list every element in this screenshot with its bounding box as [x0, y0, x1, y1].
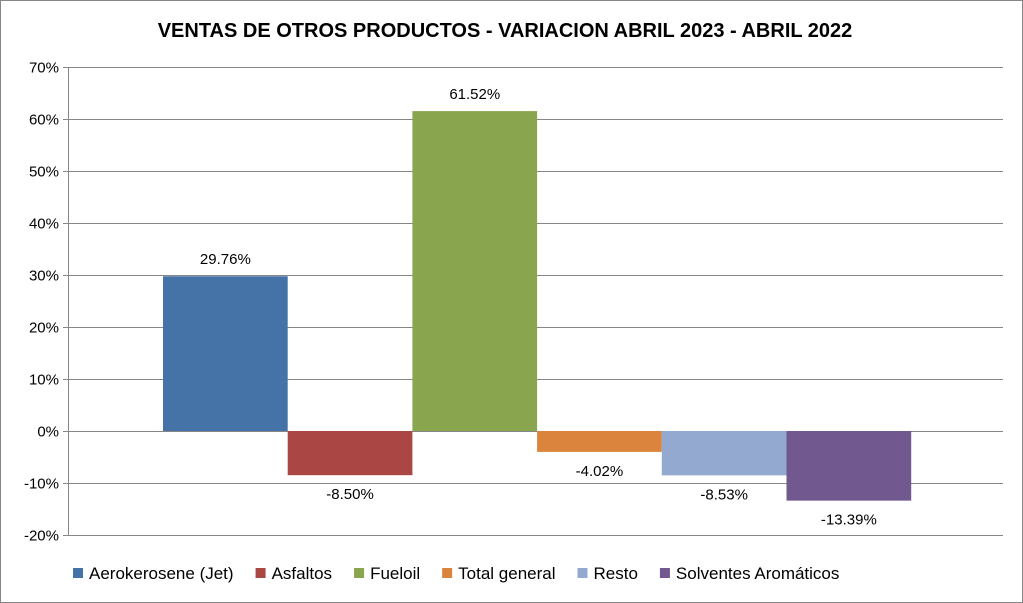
bars	[163, 111, 912, 501]
bar	[661, 431, 787, 476]
data-label: -13.39%	[821, 512, 877, 529]
data-label: -8.53%	[700, 486, 748, 503]
chart-title: VENTAS DE OTROS PRODUCTOS - VARIACION AB…	[158, 20, 853, 42]
y-tick-label: 10%	[29, 372, 59, 389]
legend-label: Solventes Aromáticos	[676, 564, 839, 583]
legend-item: Solventes Aromáticos	[659, 564, 839, 583]
data-label: -8.50%	[326, 486, 374, 503]
legend-swatch	[659, 568, 670, 578]
legend-item: Resto	[577, 564, 638, 583]
y-tick-label: 70%	[29, 60, 59, 77]
legend-swatch	[255, 568, 266, 578]
y-tick-label: 50%	[29, 164, 59, 181]
legend-item: Fueloil	[354, 564, 420, 583]
legend-swatch	[73, 568, 83, 578]
legend-item: Total general	[442, 564, 556, 583]
legend-label: Total general	[458, 564, 555, 583]
data-label: 61.52%	[449, 86, 500, 103]
legend-swatch	[354, 568, 365, 578]
y-tick-label: 0%	[37, 424, 59, 441]
y-tick-label: -20%	[24, 528, 59, 545]
legend-item: Asfaltos	[255, 564, 332, 583]
y-tick-label: 40%	[29, 216, 59, 233]
legend-swatch	[577, 568, 588, 578]
data-label: 29.76%	[200, 251, 251, 268]
data-labels: 29.76% -8.50% 61.52% -4.02% -8.53% -13.39%	[200, 86, 877, 529]
y-tick-label: -10%	[24, 476, 59, 493]
legend-swatch	[442, 568, 453, 578]
legend-label: Fueloil	[370, 564, 420, 583]
y-tick-label: 30%	[29, 268, 59, 285]
y-axis-ticks: -20% -10% 0% 10% 20% 30% 40% 50% 60% 70%	[24, 60, 59, 545]
bar	[412, 111, 538, 431]
y-tick-label: 60%	[29, 112, 59, 129]
bar	[287, 431, 413, 476]
data-label: -4.02%	[576, 463, 624, 480]
legend: Aerokerosene (Jet) Asfaltos Fueloil Total g…	[73, 564, 839, 583]
bar	[786, 431, 912, 501]
y-tick-label: 20%	[29, 320, 59, 337]
legend-label: Aerokerosene (Jet)	[89, 564, 234, 583]
bar	[163, 276, 288, 431]
legend-label: Resto	[594, 564, 638, 583]
legend-label: Asfaltos	[272, 564, 332, 583]
legend-item: Aerokerosene (Jet)	[73, 564, 234, 583]
bar	[537, 431, 662, 452]
